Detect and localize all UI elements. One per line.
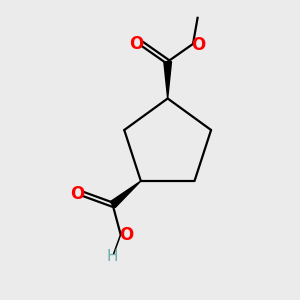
Text: H: H: [106, 249, 118, 264]
Text: O: O: [129, 35, 143, 53]
Text: O: O: [70, 185, 84, 203]
Polygon shape: [164, 62, 172, 98]
Text: O: O: [191, 35, 206, 53]
Text: O: O: [119, 226, 133, 244]
Polygon shape: [110, 181, 141, 208]
